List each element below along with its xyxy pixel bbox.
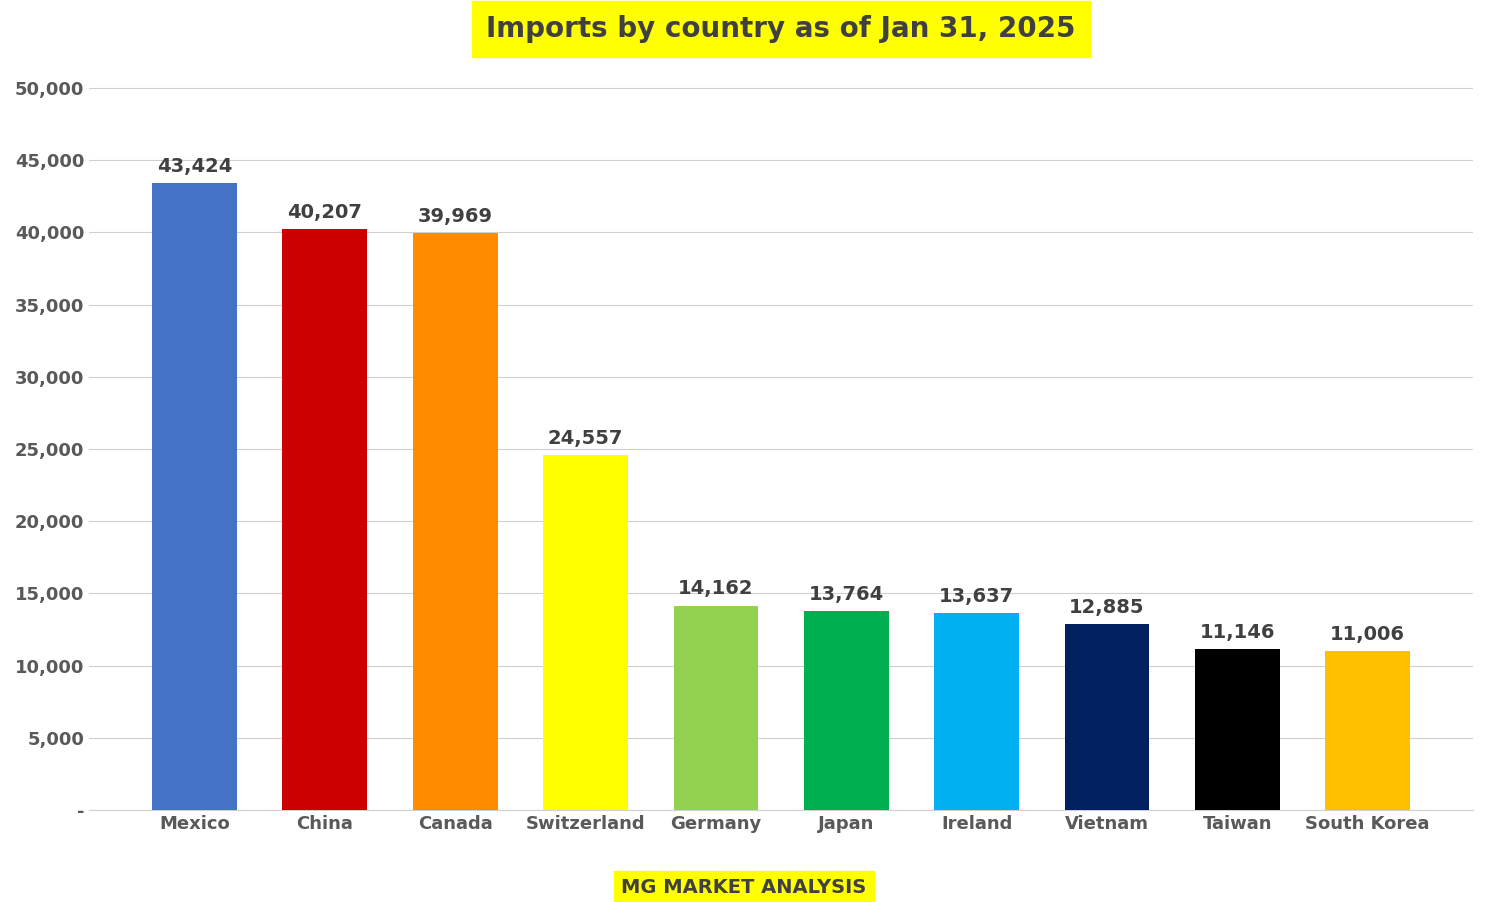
Text: 43,424: 43,424 — [156, 157, 232, 176]
Text: 40,207: 40,207 — [287, 203, 362, 222]
Bar — [152, 183, 237, 810]
Text: 39,969: 39,969 — [418, 207, 493, 226]
Text: MG MARKET ANALYSIS: MG MARKET ANALYSIS — [622, 879, 866, 897]
Bar — [674, 605, 759, 810]
Text: 12,885: 12,885 — [1070, 598, 1144, 617]
Bar — [1064, 624, 1149, 810]
Text: 11,146: 11,146 — [1199, 623, 1275, 642]
Text: 14,162: 14,162 — [679, 579, 754, 598]
Bar — [1195, 649, 1280, 810]
Text: 11,006: 11,006 — [1330, 625, 1405, 644]
Bar — [283, 229, 368, 810]
Title: Imports by country as of Jan 31, 2025: Imports by country as of Jan 31, 2025 — [487, 15, 1076, 43]
Text: 13,637: 13,637 — [939, 587, 1015, 606]
Bar — [412, 233, 497, 810]
Bar — [1326, 651, 1411, 810]
Bar — [934, 613, 1019, 810]
Text: 24,557: 24,557 — [548, 429, 623, 448]
Bar — [804, 612, 888, 810]
Bar — [543, 456, 628, 810]
Text: 13,764: 13,764 — [808, 585, 884, 604]
